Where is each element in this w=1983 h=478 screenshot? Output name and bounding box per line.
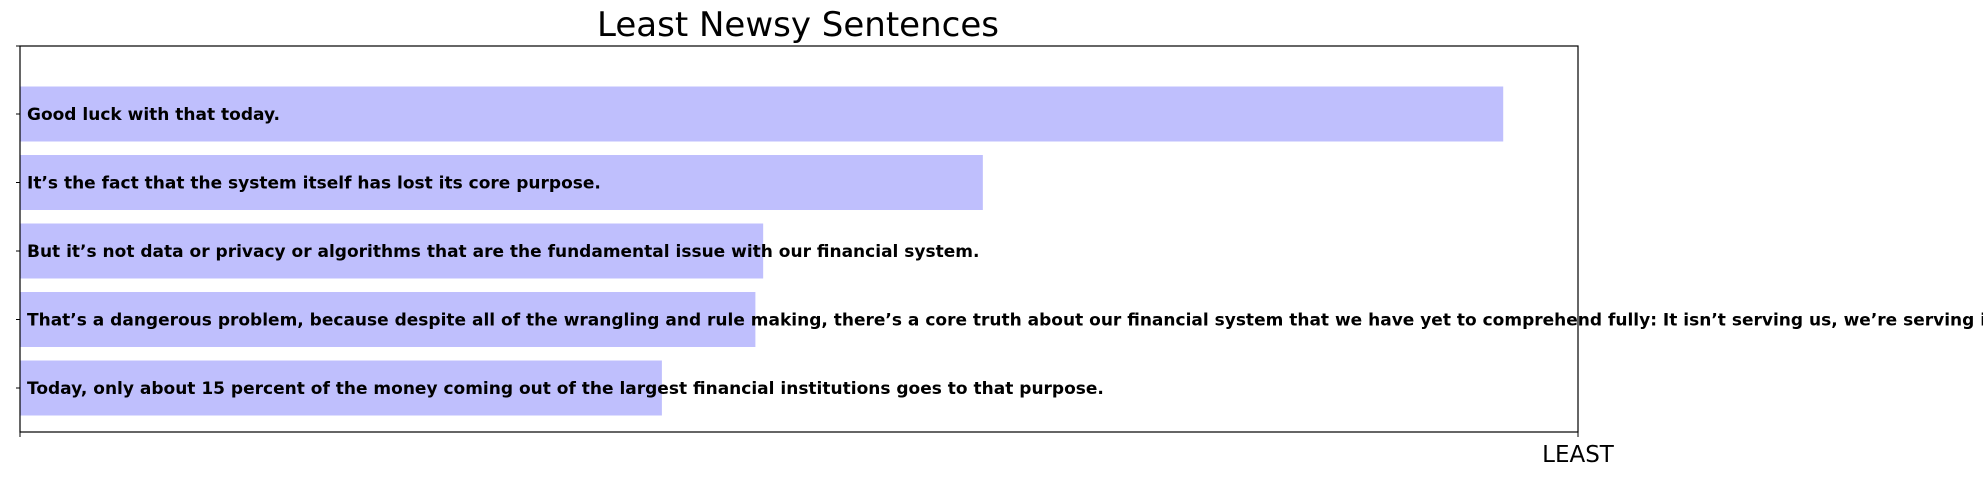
ticks-layer	[16, 45, 1579, 437]
plot-frame	[19, 45, 1579, 433]
bar-label-4: That’s a dangerous problem, because desp…	[27, 311, 1983, 331]
bar-label-5: Today, only about 15 percent of the mone…	[27, 379, 1104, 399]
bars-layer	[20, 86, 1504, 416]
bar-3	[20, 223, 764, 279]
x-axis-label: LEAST	[1542, 442, 1615, 468]
bar-4	[20, 292, 756, 347]
bar-label-2: It’s the fact that the system itself has…	[27, 174, 601, 194]
bar-2	[20, 155, 983, 210]
bar-label-1: Good luck with that today.	[27, 105, 280, 125]
bar-labels-layer: Good luck with that today. It’s the fact …	[27, 105, 1983, 399]
chart-title: Least Newsy Sentences	[597, 5, 999, 45]
bar-1	[20, 86, 1504, 142]
bar-label-3: But it’s not data or privacy or algorith…	[27, 242, 979, 262]
bar-5	[20, 360, 662, 416]
